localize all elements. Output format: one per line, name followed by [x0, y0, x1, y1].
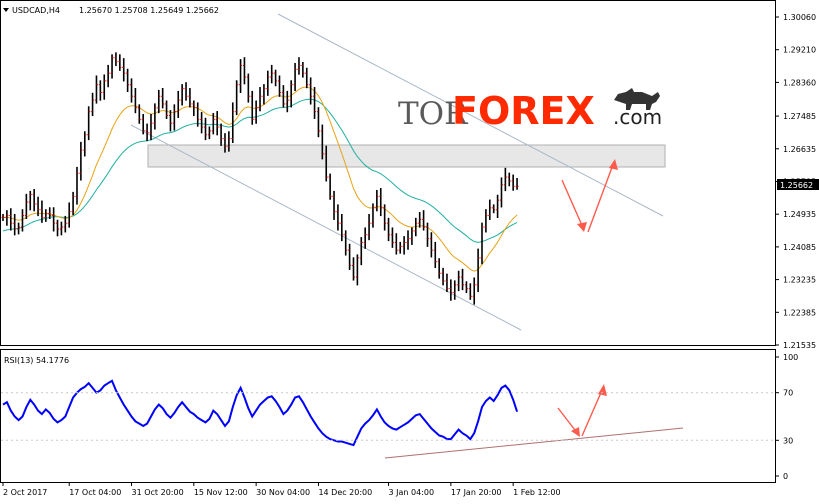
x-tick-label: 3 Jan 04:00: [389, 488, 435, 497]
price-y-tick-label: 1.29210: [783, 46, 816, 55]
price-forecast-up-arrowhead: [609, 159, 618, 170]
torforex-logo: TOR FOREX .com: [398, 88, 662, 133]
price-forecast-arrows: [561, 159, 618, 233]
x-tick-label: 30 Nov 04:00: [256, 488, 310, 497]
symbol-label: USDCAD,H4: [12, 6, 60, 15]
price-forecast-up-arrow: [587, 161, 615, 233]
channel-upper-line: [277, 13, 664, 217]
symbol-dropdown-icon[interactable]: [3, 8, 9, 12]
price-y-tick-label: 1.23235: [783, 276, 816, 285]
rsi-line: [2, 379, 519, 447]
x-tick-label: 2 Oct 2017: [3, 488, 47, 497]
rsi-label: RSI(13) 54.1776: [4, 356, 69, 365]
x-tick-label: 15 Nov 12:00: [194, 488, 248, 497]
price-y-tick-label: 1.28360: [783, 78, 816, 87]
current-price-tag: 1.25662: [777, 179, 819, 190]
moving-average-slow: [2, 98, 518, 243]
channel-lower-line: [130, 124, 522, 331]
rsi-y-axis: 100 70 30 0: [1, 353, 798, 481]
x-tick-label: 17 Jan 20:00: [451, 488, 502, 497]
price-y-tick-label: 1.26635: [783, 145, 816, 154]
x-tick-label: 17 Oct 04:00: [69, 488, 121, 497]
rsi-y-tick-label: 70: [783, 389, 793, 398]
ma-slow-line: [2, 98, 518, 243]
logo-forex-text: FOREX: [452, 89, 595, 133]
price-forecast-down-arrow: [561, 179, 585, 231]
rsi-forecast-up-arrow: [581, 387, 604, 437]
current-price-tag-box: [777, 179, 819, 190]
current-price-tag-label: 1.25662: [780, 181, 813, 190]
price-forecast-down-arrowhead: [577, 222, 587, 232]
logo-tor-text: TOR: [398, 96, 469, 132]
price-y-tick-label: 1.21535: [783, 341, 816, 350]
rsi-y-tick-label: 0: [783, 472, 788, 481]
rsi-series: [2, 379, 519, 447]
price-y-tick-label: 1.24085: [783, 243, 816, 252]
rsi-panel-frame: [0, 349, 776, 483]
rsi-forecast-arrows: [557, 384, 607, 437]
price-panel-frame: [0, 0, 776, 346]
price-y-tick-label: 1.24935: [783, 210, 816, 219]
logo-com-text: .com: [613, 105, 662, 129]
rsi-y-tick-label: 30: [783, 436, 793, 445]
price-y-tick-label: 1.22385: [783, 308, 816, 317]
price-y-tick-label: 1.27485: [783, 112, 816, 121]
x-tick-label: 1 Feb 12:00: [513, 488, 560, 497]
time-x-axis: 2 Oct 2017 17 Oct 04:00 31 Oct 20:00 15 Nov…: [2, 482, 561, 497]
rsi-forecast-up-arrowhead: [598, 384, 607, 396]
rsi-y-tick-label: 100: [783, 353, 798, 362]
price-y-tick-label: 1.30060: [783, 13, 816, 22]
x-tick-label: 14 Dec 20:00: [318, 488, 372, 497]
bull-icon: [614, 88, 660, 110]
resistance-zone: [147, 144, 666, 168]
price-bars: [1, 52, 519, 305]
rsi-forecast-down-arrowhead: [571, 427, 580, 437]
x-tick-label: 31 Oct 20:00: [132, 488, 184, 497]
rsi-trendline: [384, 427, 684, 459]
ohlc-values: 1.25670 1.25708 1.25649 1.25662: [79, 6, 219, 15]
